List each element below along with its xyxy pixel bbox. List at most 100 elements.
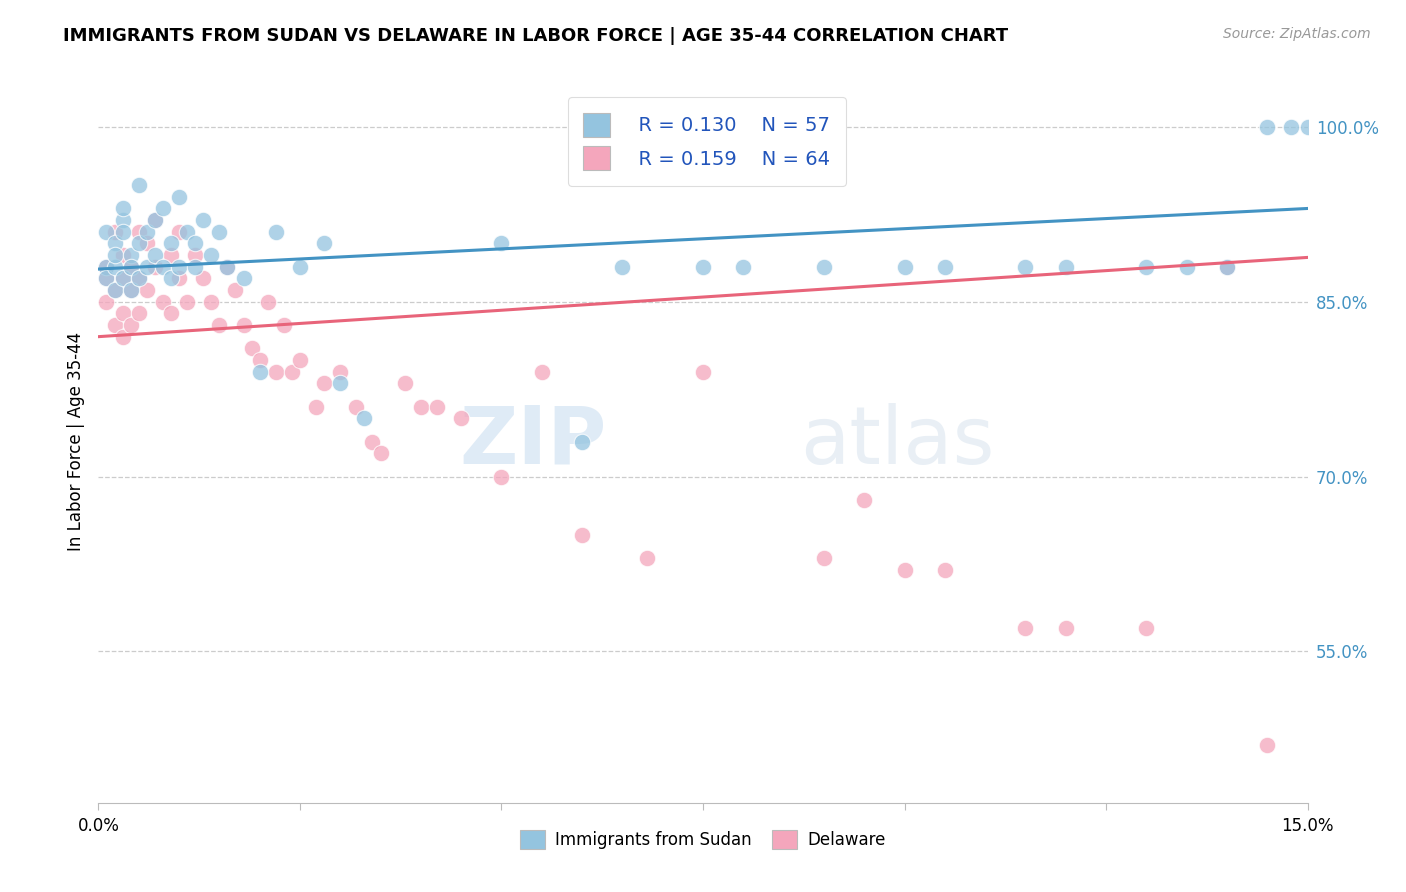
Point [96, 271, 118, 285]
Point [426, 400, 449, 414]
Text: ZIP: ZIP [458, 402, 606, 481]
Point [96, 260, 118, 274]
Point [314, 376, 336, 391]
Point [103, 260, 125, 274]
Point [111, 202, 134, 216]
Point [111, 306, 134, 320]
Point [143, 213, 166, 227]
Point [184, 260, 207, 274]
Point [370, 446, 392, 460]
Point [176, 225, 198, 239]
Point [167, 260, 190, 274]
Legend: Immigrants from Sudan, Delaware: Immigrants from Sudan, Delaware [513, 823, 893, 856]
Point [344, 400, 367, 414]
Point [1135, 621, 1157, 635]
Point [232, 318, 254, 332]
Point [208, 318, 231, 332]
Point [329, 365, 352, 379]
Point [96, 294, 118, 309]
Point [128, 271, 150, 285]
Point [128, 306, 150, 320]
Point [273, 318, 295, 332]
Point [152, 260, 174, 274]
Point [167, 190, 190, 204]
Point [692, 365, 714, 379]
Point [167, 225, 190, 239]
Point [208, 225, 231, 239]
Point [176, 294, 198, 309]
Point [135, 260, 157, 274]
Point [111, 271, 134, 285]
Point [571, 434, 593, 449]
Point [264, 225, 287, 239]
Point [361, 434, 384, 449]
Point [281, 365, 304, 379]
Point [135, 283, 157, 297]
Point [200, 294, 222, 309]
Point [184, 236, 207, 251]
Point [305, 400, 328, 414]
Point [813, 260, 835, 274]
Text: Source: ZipAtlas.com: Source: ZipAtlas.com [1223, 27, 1371, 41]
Point [111, 271, 134, 285]
Point [288, 353, 311, 368]
Point [612, 260, 634, 274]
Point [143, 248, 166, 262]
Point [167, 271, 190, 285]
Point [152, 202, 174, 216]
Point [1216, 260, 1239, 274]
Point [160, 306, 183, 320]
Point [249, 365, 271, 379]
Point [160, 236, 183, 251]
Point [329, 376, 352, 391]
Point [1296, 120, 1319, 134]
Point [232, 271, 254, 285]
Point [120, 260, 142, 274]
Point [1281, 120, 1303, 134]
Point [1135, 260, 1157, 274]
Text: IMMIGRANTS FROM SUDAN VS DELAWARE IN LABOR FORCE | AGE 35-44 CORRELATION CHART: IMMIGRANTS FROM SUDAN VS DELAWARE IN LAB… [63, 27, 1008, 45]
Point [96, 271, 118, 285]
Point [224, 283, 246, 297]
Point [733, 260, 755, 274]
Point [1175, 260, 1198, 274]
Point [103, 283, 125, 297]
Point [934, 260, 956, 274]
Point [934, 563, 956, 577]
Point [217, 260, 239, 274]
Point [240, 341, 263, 355]
Point [193, 271, 215, 285]
Point [160, 248, 183, 262]
Point [111, 329, 134, 343]
Point [264, 365, 287, 379]
Point [96, 225, 118, 239]
Point [394, 376, 416, 391]
Point [353, 411, 375, 425]
Point [143, 260, 166, 274]
Point [103, 283, 125, 297]
Point [120, 248, 142, 262]
Point [893, 260, 915, 274]
Point [813, 551, 835, 566]
Point [1054, 260, 1077, 274]
Point [128, 225, 150, 239]
Point [143, 213, 166, 227]
Text: atlas: atlas [800, 402, 994, 481]
Point [450, 411, 472, 425]
Point [571, 528, 593, 542]
Point [160, 271, 183, 285]
Point [853, 492, 876, 507]
Point [1256, 120, 1278, 134]
Point [288, 260, 311, 274]
Point [491, 236, 513, 251]
Point [1014, 260, 1036, 274]
Point [491, 469, 513, 483]
Point [184, 248, 207, 262]
Point [314, 236, 336, 251]
Point [152, 294, 174, 309]
Point [111, 248, 134, 262]
Point [111, 225, 134, 239]
Point [893, 563, 915, 577]
Point [692, 260, 714, 274]
Point [103, 318, 125, 332]
